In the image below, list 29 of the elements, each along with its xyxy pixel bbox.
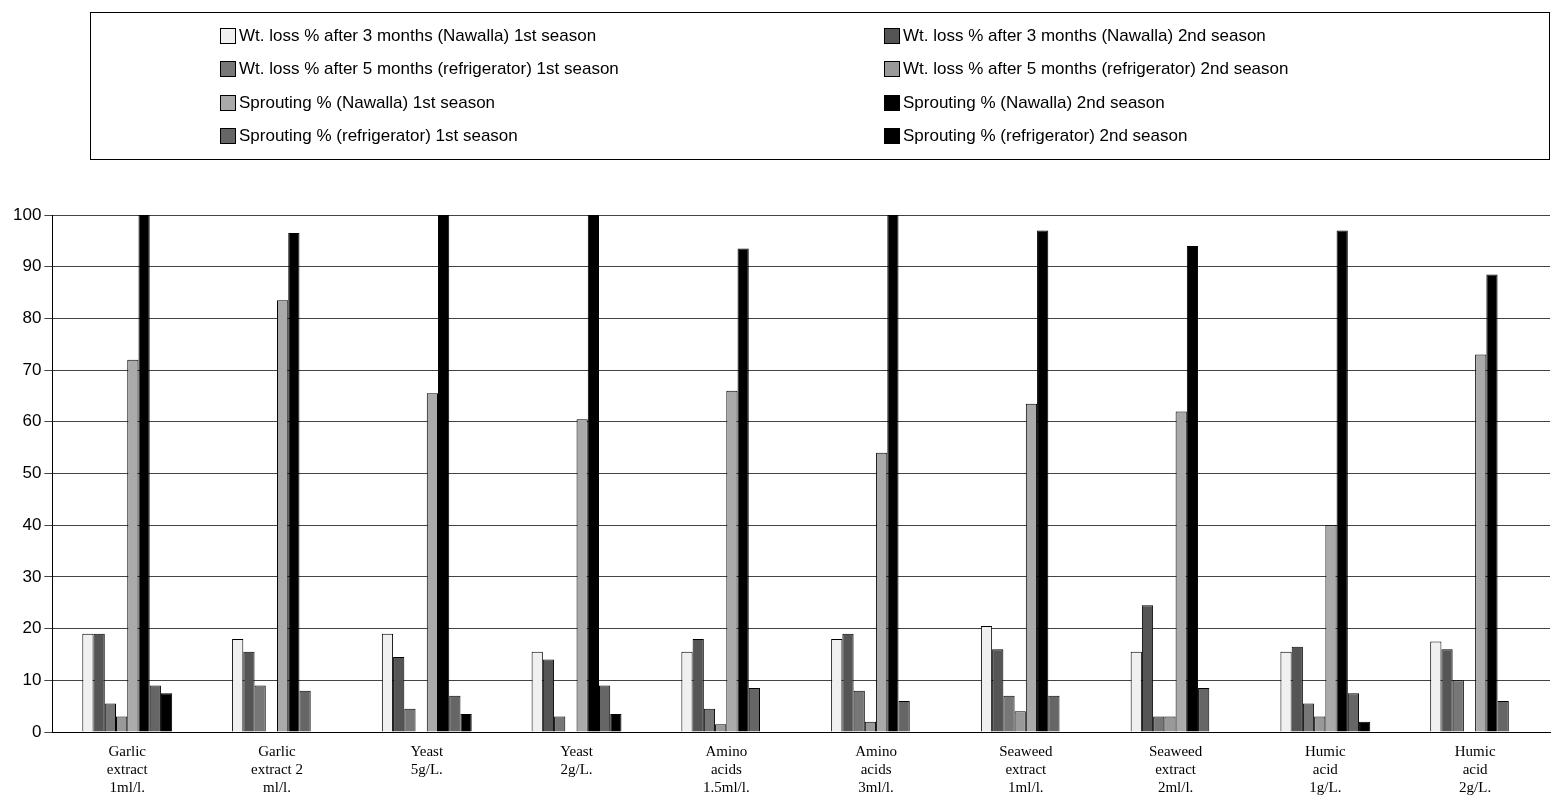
- y-tick-label: 60: [22, 411, 42, 431]
- legend-label: Sprouting % (Nawalla) 1st season: [239, 92, 496, 113]
- legend-label: Sprouting % (Nawalla) 2nd season: [903, 92, 1165, 113]
- y-tick-label: 30: [22, 566, 42, 586]
- legend-label: Wt. loss % after 3 months (Nawalla) 1st season: [239, 25, 597, 46]
- legend-label: Wt. loss % after 5 months (refrigerator) 1st season: [239, 59, 619, 80]
- y-tick-label: 90: [22, 256, 42, 276]
- legend-label: Wt. loss % after 3 months (Nawalla) 2nd season: [903, 25, 1266, 46]
- y-tick-label: 100: [12, 204, 42, 224]
- y-tick-label: 20: [22, 618, 42, 638]
- y-tick-label: 80: [22, 308, 42, 328]
- x-tick-label: Yeast 2g/L.: [560, 742, 594, 777]
- x-tick-label: Garlic extract 1ml/l.: [106, 742, 149, 795]
- x-tick-label: Seaweed extract 1ml/l.: [999, 742, 1053, 795]
- x-tick-label: Humic acid 2g/L.: [1454, 742, 1496, 795]
- y-tick-label: 50: [22, 463, 42, 483]
- x-tick-label: Seaweed extract 2ml/l.: [1148, 742, 1203, 795]
- x-tick-label: Garlic extract 2 ml/l.: [250, 742, 304, 795]
- legend-label: Sprouting % (refrigerator) 1st season: [239, 126, 518, 147]
- x-tick-label: Yeast 5g/L.: [410, 742, 444, 777]
- x-tick-label: Amino acids 1.5ml/l.: [702, 742, 750, 795]
- y-tick-label: 0: [31, 721, 42, 741]
- x-tick-label: Amino acids 3ml/l.: [855, 742, 897, 795]
- y-tick-label: 70: [22, 359, 42, 379]
- legend-label: Sprouting % (refrigerator) 2nd season: [903, 126, 1188, 147]
- y-tick-label: 10: [22, 669, 42, 689]
- y-tick-label: 40: [22, 514, 42, 534]
- legend-label: Wt. loss % after 5 months (refrigerator) 2nd season: [903, 59, 1289, 80]
- x-tick-label: Humic acid 1g/L.: [1304, 742, 1347, 795]
